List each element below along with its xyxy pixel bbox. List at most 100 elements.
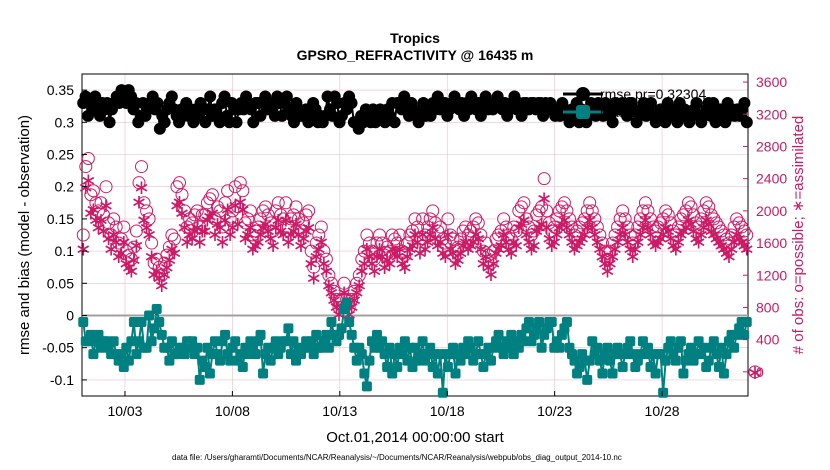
obs-assimilated-point: ∗: [374, 244, 391, 268]
obs-assimilated-point: ∗: [604, 244, 621, 268]
obs-assimilated-point: ∗: [447, 251, 464, 275]
obs-possible-point: [598, 244, 612, 258]
obs-possible-point: [365, 244, 379, 258]
obs-assimilated-point: ∗: [88, 208, 105, 232]
bias-point: [346, 329, 357, 340]
obs-assimilated-point: ∗: [523, 237, 540, 261]
obs-assimilated-point: ∗: [394, 251, 411, 275]
obs-possible-point: [314, 220, 328, 234]
obs-assimilated-point: ∗: [396, 255, 413, 279]
obs-possible-point: [152, 260, 166, 274]
obs-possible-point: [145, 236, 159, 250]
obs-possible-point: [702, 200, 716, 214]
bias-point: [592, 342, 603, 353]
bias-point: [650, 368, 661, 379]
obs-possible-point: [86, 184, 100, 198]
bias-point: [321, 329, 332, 340]
obs-assimilated-point: ∗: [516, 208, 533, 232]
obs-assimilated-point: ∗: [169, 193, 186, 217]
obs-possible-point: [157, 256, 171, 270]
obs-possible-point: [218, 196, 232, 210]
bias-point: [326, 316, 337, 327]
obs-possible-point: [707, 212, 721, 226]
obs-possible-point: [719, 232, 733, 246]
obs-possible-point: [633, 212, 647, 226]
obs-assimilated-point: ∗: [348, 280, 365, 304]
obs-assimilated-point: ∗: [690, 229, 707, 253]
obs-assimilated-point: ∗: [404, 233, 421, 257]
obs-assimilated-point: ∗: [98, 193, 115, 217]
obs-assimilated-point: ∗: [318, 258, 335, 282]
obs-possible-point: [390, 236, 404, 250]
obs-assimilated-point: ∗: [179, 229, 196, 253]
obs-possible-point: [646, 220, 660, 234]
obs-possible-point: [175, 188, 189, 202]
obs-assimilated-point: ∗: [419, 229, 436, 253]
obs-possible-point: [208, 212, 222, 226]
bias-point: [192, 342, 203, 353]
rmse-point: [165, 90, 178, 103]
bias-point: [473, 336, 484, 347]
obs-assimilated-point: ∗: [191, 229, 208, 253]
obs-assimilated-point: ∗: [414, 222, 431, 246]
rmse-point: [738, 96, 751, 109]
obs-assimilated-point: ∗: [478, 244, 495, 268]
bias-point: [194, 374, 205, 385]
obs-assimilated-point: ∗: [480, 255, 497, 279]
obs-assimilated-point: ∗: [589, 229, 606, 253]
obs-assimilated-point: ∗: [219, 197, 236, 221]
obs-assimilated-point: ∗: [305, 266, 322, 290]
obs-possible-point: [542, 216, 556, 230]
obs-assimilated-point: ∗: [252, 222, 269, 246]
obs-possible-point: [699, 196, 713, 210]
obs-possible-point: [261, 208, 275, 222]
bias-point: [204, 368, 215, 379]
obs-possible-point: [319, 252, 333, 266]
obs-possible-point: [284, 212, 298, 226]
obs-assimilated-point: ∗: [470, 226, 487, 250]
obs-assimilated-point: ∗: [141, 222, 158, 246]
obs-possible-point: [626, 236, 640, 250]
obs-possible-point: [347, 284, 361, 298]
obs-possible-point: [269, 204, 283, 218]
obs-possible-point: [312, 228, 326, 242]
obs-possible-point: [373, 228, 387, 242]
obs-assimilated-point: ∗: [624, 244, 641, 268]
bias-point: [708, 336, 719, 347]
obs-assimilated-point: ∗: [581, 208, 598, 232]
obs-possible-point: [167, 232, 181, 246]
ticks-layer: -0.1 -0.05 0 0.05 0.1 0.15 0.2 0.25 0.3 0.35 0 400 8…: [42, 74, 787, 419]
obs-possible-point: [317, 244, 331, 258]
bias-point: [450, 368, 461, 379]
obs-possible-point: [324, 276, 338, 290]
obs-assimilated-point: ∗: [635, 215, 652, 239]
rmse-point: [158, 116, 171, 129]
y-tick-label-left: 0.15: [47, 211, 74, 227]
bias-point: [361, 381, 372, 392]
obs-assimilated-point: ∗: [645, 229, 662, 253]
rmse-point: [345, 96, 358, 109]
obs-assimilated-point: ∗: [95, 219, 112, 243]
obs-assimilated-point: ∗: [250, 229, 267, 253]
bias-point: [561, 316, 572, 327]
bias-point: [215, 355, 226, 366]
obs-possible-point: [281, 220, 295, 234]
obs-possible-point: [735, 220, 749, 234]
bias-point: [741, 316, 752, 327]
rmse-point: [740, 116, 753, 129]
obs-possible-point: [590, 220, 604, 234]
bias-point: [131, 349, 142, 360]
obs-assimilated-point: ∗: [472, 237, 489, 261]
legend-rmse-label: rmse pr=0.32304: [600, 86, 706, 102]
obs-assimilated-point: ∗: [158, 255, 175, 279]
obs-assimilated-point: ∗: [602, 251, 619, 275]
obs-assimilated-point: ∗: [295, 226, 312, 250]
obs-assimilated-point: ∗: [298, 219, 315, 243]
obs-assimilated-point: ∗: [650, 229, 667, 253]
bias-point: [146, 336, 157, 347]
obs-assimilated-point: ∗: [673, 222, 690, 246]
obs-possible-point: [76, 228, 90, 242]
obs-possible-point: [350, 276, 364, 290]
obs-possible-point: [497, 212, 511, 226]
bias-point: [280, 336, 291, 347]
